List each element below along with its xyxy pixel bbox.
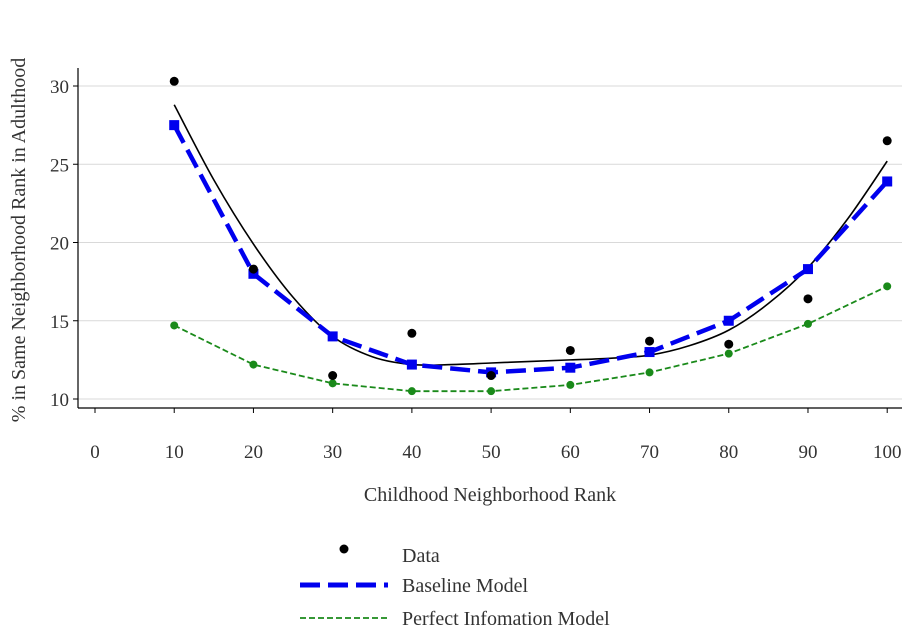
x-tick-label-100: 100 (873, 442, 902, 463)
point-baseline (248, 268, 259, 279)
point-perfect-info (170, 321, 179, 330)
x-tick-label-40: 40 (402, 442, 421, 463)
data-fit-curve (173, 104, 888, 367)
point-baseline (565, 362, 576, 373)
series-layer (169, 76, 893, 396)
legend-item-data: Data (339, 544, 440, 567)
x-tick-label-30: 30 (323, 442, 342, 463)
point-baseline (169, 120, 180, 131)
y-ticks: 10 15 20 25 30 (50, 77, 78, 411)
point-data (803, 294, 813, 304)
x-tick-label-10: 10 (165, 442, 184, 463)
series-line-baseline (172, 124, 889, 375)
point-data (169, 76, 179, 86)
point-data (248, 264, 258, 274)
point-perfect-info (803, 319, 812, 328)
x-tick-label-90: 90 (798, 442, 817, 463)
y-tick-label-20: 20 (50, 234, 69, 255)
point-perfect-info (883, 282, 892, 291)
point-baseline (644, 347, 655, 358)
x-tick-label-70: 70 (640, 442, 659, 463)
series-line-perfect-info (173, 285, 888, 393)
point-data (565, 345, 575, 355)
x-tick-label-80: 80 (719, 442, 738, 463)
point-data (486, 371, 496, 381)
x-tick-label-50: 50 (482, 442, 501, 463)
legend: Data Baseline Model Perfect Infomation M… (300, 544, 610, 630)
point-data (328, 371, 338, 381)
point-perfect-info (487, 387, 496, 396)
y-tick-label-25: 25 (50, 155, 69, 176)
legend-label-baseline: Baseline Model (402, 575, 529, 597)
x-ticks: 0 10 20 30 40 50 60 70 80 90 100 (90, 408, 901, 463)
point-perfect-info (724, 349, 733, 358)
point-data (407, 328, 417, 338)
point-perfect-info (328, 379, 337, 388)
point-baseline (723, 315, 734, 326)
point-perfect-info (407, 387, 416, 396)
point-baseline (802, 264, 813, 275)
axes (77, 68, 902, 409)
y-tick-label-10: 10 (50, 390, 69, 411)
point-perfect-info (249, 360, 258, 369)
point-data (645, 336, 655, 346)
point-data (882, 136, 892, 146)
x-tick-label-60: 60 (561, 442, 580, 463)
legend-swatch-data (339, 544, 349, 554)
y-axis-title: % in Same Neighborhood Rank in Adulthood (8, 58, 30, 422)
point-perfect-info (645, 368, 654, 377)
legend-item-perfect-info: Perfect Infomation Model (300, 608, 610, 630)
point-baseline (406, 359, 417, 370)
point-baseline (882, 176, 893, 187)
point-data (724, 339, 734, 349)
legend-label-data: Data (402, 545, 440, 567)
point-baseline (327, 331, 338, 342)
point-perfect-info (566, 380, 575, 389)
legend-label-perfect-info: Perfect Infomation Model (402, 608, 610, 630)
x-tick-label-20: 20 (244, 442, 263, 463)
x-axis-title: Childhood Neighborhood Rank (364, 484, 616, 506)
y-tick-label-30: 30 (50, 77, 69, 98)
x-tick-label-0: 0 (90, 442, 100, 463)
grid-lines (78, 85, 902, 400)
y-tick-label-15: 15 (50, 312, 69, 333)
legend-item-baseline: Baseline Model (300, 575, 529, 597)
